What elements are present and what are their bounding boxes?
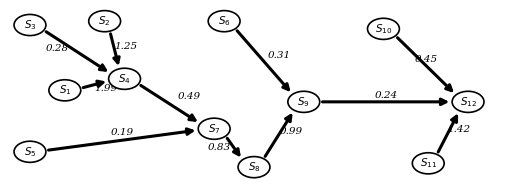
Text: 0.31: 0.31 — [267, 51, 291, 60]
Ellipse shape — [49, 80, 81, 101]
Text: $S_{3}$: $S_{3}$ — [24, 18, 36, 32]
Text: 1.99: 1.99 — [94, 84, 117, 93]
Ellipse shape — [367, 18, 399, 39]
Text: $S_{11}$: $S_{11}$ — [420, 156, 437, 170]
Text: 0.49: 0.49 — [178, 92, 201, 101]
Ellipse shape — [109, 68, 141, 89]
Text: $S_{4}$: $S_{4}$ — [118, 72, 131, 86]
Text: $S_{6}$: $S_{6}$ — [218, 14, 231, 28]
Text: $S_{2}$: $S_{2}$ — [99, 14, 111, 28]
Text: 0.24: 0.24 — [374, 91, 397, 100]
Ellipse shape — [14, 141, 46, 162]
Ellipse shape — [89, 11, 120, 32]
Text: $S_{10}$: $S_{10}$ — [375, 22, 392, 36]
Ellipse shape — [198, 118, 230, 139]
Text: 0.19: 0.19 — [111, 128, 134, 137]
Text: 0.99: 0.99 — [280, 127, 303, 136]
Ellipse shape — [288, 91, 320, 113]
Text: $S_{9}$: $S_{9}$ — [297, 95, 310, 109]
Text: 0.28: 0.28 — [46, 44, 69, 53]
Ellipse shape — [412, 153, 444, 174]
Ellipse shape — [452, 91, 484, 113]
Text: $S_{12}$: $S_{12}$ — [460, 95, 477, 109]
Ellipse shape — [238, 157, 270, 178]
Text: 1.25: 1.25 — [114, 42, 137, 51]
Text: $S_{7}$: $S_{7}$ — [208, 122, 220, 136]
Text: $S_{8}$: $S_{8}$ — [247, 160, 261, 174]
Text: 0.45: 0.45 — [414, 55, 437, 64]
Text: 1.42: 1.42 — [448, 125, 471, 134]
Ellipse shape — [208, 11, 240, 32]
Ellipse shape — [14, 15, 46, 36]
Text: 0.83: 0.83 — [208, 143, 231, 152]
Text: $S_{1}$: $S_{1}$ — [58, 83, 71, 97]
Text: $S_{5}$: $S_{5}$ — [24, 145, 36, 159]
